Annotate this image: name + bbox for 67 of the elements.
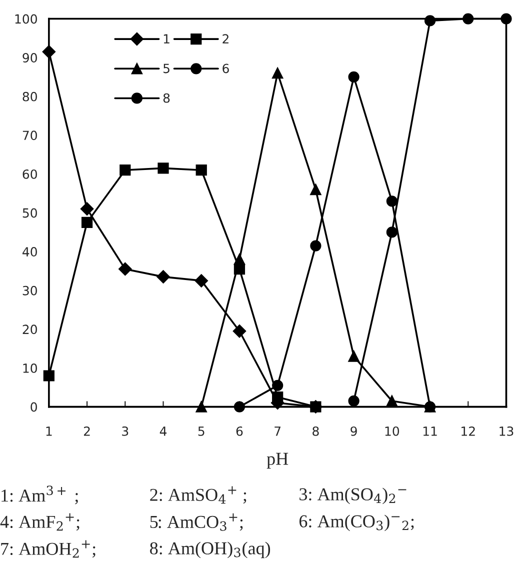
- point: [118, 262, 132, 276]
- x-tick-label: 9: [350, 426, 357, 436]
- y-tick-label: 60: [22, 169, 37, 179]
- point: [232, 324, 246, 338]
- x-tick-label: 3: [122, 426, 128, 436]
- y-tick-label: 20: [22, 324, 37, 334]
- point: [42, 45, 56, 58]
- x-tick-label: 10: [385, 426, 400, 436]
- point: [120, 164, 131, 176]
- point: [156, 270, 170, 284]
- text: 6: Am(CO$_{3}$)$^{−}$$_{2}$;: [299, 514, 414, 532]
- x-tick-label: 7: [274, 426, 280, 436]
- point: [272, 392, 284, 403]
- point: [310, 240, 322, 252]
- y-tick-label: 50: [22, 208, 37, 218]
- point: [194, 274, 208, 288]
- point: [81, 216, 93, 228]
- legend-label: 2: [222, 34, 228, 44]
- legend-label: 1: [164, 34, 170, 44]
- point: [43, 370, 54, 382]
- point: [310, 184, 322, 196]
- y-tick-label: 30: [22, 286, 37, 296]
- text: 4: AmF$_{2}$$^{+}$;: [0, 513, 80, 531]
- x-tick-label: 11: [423, 426, 437, 436]
- y-tick-label: 0: [30, 402, 37, 412]
- y-tick-label: 90: [22, 53, 37, 63]
- x-tick-label: 1: [46, 426, 52, 436]
- point: [348, 71, 360, 83]
- y-tick-label: 80: [22, 92, 37, 102]
- x-tick-label: 6: [236, 426, 243, 436]
- x-tick-label: 2: [84, 426, 90, 436]
- point: [386, 226, 398, 238]
- text: 3: Am(SO$_{4}$)$_{2}$$^{−}$: [300, 488, 406, 504]
- point: [462, 13, 474, 24]
- point: [272, 380, 284, 392]
- point: [386, 196, 398, 207]
- point: [272, 68, 284, 79]
- x-tick-label: 4: [160, 426, 167, 436]
- x-tick-label: 5: [198, 426, 204, 436]
- point: [196, 164, 207, 176]
- y-tick-label: 70: [22, 130, 37, 140]
- point: [158, 162, 169, 174]
- legend-label: 6: [222, 64, 229, 74]
- text: 7: AmOH$_{2}$$^{+}$;: [1, 540, 96, 558]
- x-tick-label: 12: [462, 426, 475, 436]
- text: 8: Am(OH)$_{3}$(aq): [150, 542, 270, 558]
- x-axis-title: pH: [266, 452, 288, 469]
- y-tick-label: 40: [22, 247, 37, 257]
- y-tick-label: 10: [23, 363, 37, 373]
- point: [424, 401, 436, 412]
- point: [500, 13, 512, 24]
- point: [234, 401, 246, 412]
- text: 1: Am$^{3+}$ ;: [2, 486, 78, 504]
- x-tick-label: 8: [312, 426, 319, 436]
- point: [196, 401, 207, 412]
- legend-label: 8: [163, 93, 170, 103]
- point: [234, 254, 246, 265]
- text: 2: AmSO$_{4}$$^{+}$ ;: [150, 486, 246, 504]
- x-tick-label: 13: [500, 426, 514, 436]
- text: 5: AmCO$_{3}$$^{+}$;: [150, 513, 243, 531]
- point: [80, 202, 94, 216]
- legend-label: 5: [164, 64, 170, 74]
- point: [348, 395, 360, 407]
- y-tick-label: 100: [15, 14, 37, 24]
- point: [386, 395, 398, 407]
- point: [424, 15, 436, 26]
- point: [348, 350, 360, 362]
